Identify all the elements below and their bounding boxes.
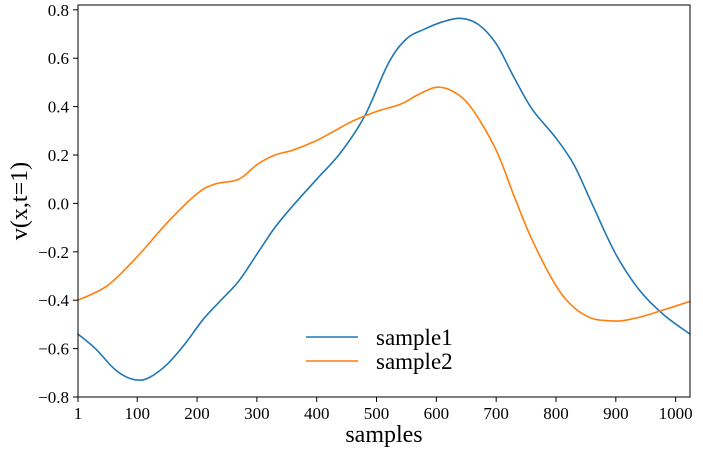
x-tick-label: 700 [483,404,509,423]
series-line-sample2 [77,86,691,322]
x-tick-label: 500 [364,404,390,423]
y-tick-label: −0.2 [38,243,69,262]
y-tick-label: 0.2 [48,146,69,165]
legend-label-sample2: sample2 [376,349,453,374]
y-tick-label: 0.8 [48,1,69,20]
x-tick-label: 200 [184,404,210,423]
y-tick-label: −0.6 [38,340,69,359]
y-axis-ticks: −0.8 −0.6 −0.4 −0.2 0.0 0.2 0.4 0.6 0.8 [38,1,78,407]
x-axis-ticks: 1 100 200 300 400 500 600 700 800 900 1000 [74,397,693,423]
y-axis-label: v(x,t=1) [7,162,33,240]
x-tick-label: 1000 [659,404,693,423]
series-layer [77,17,691,381]
y-tick-label: 0.0 [48,194,69,213]
y-tick-label: −0.8 [38,388,69,407]
x-axis-label: samples [345,422,422,448]
x-tick-label: 1 [74,404,83,423]
x-tick-label: 600 [424,404,450,423]
x-tick-label: 300 [244,404,270,423]
x-tick-label: 800 [543,404,569,423]
x-tick-label: 900 [603,404,629,423]
x-tick-label: 100 [124,404,150,423]
y-tick-label: 0.4 [48,98,70,117]
plot-frame [77,4,691,398]
x-tick-label: 400 [304,404,330,423]
y-tick-label: 0.6 [48,49,69,68]
legend-label-sample1: sample1 [376,325,453,350]
y-tick-label: −0.4 [38,291,69,310]
